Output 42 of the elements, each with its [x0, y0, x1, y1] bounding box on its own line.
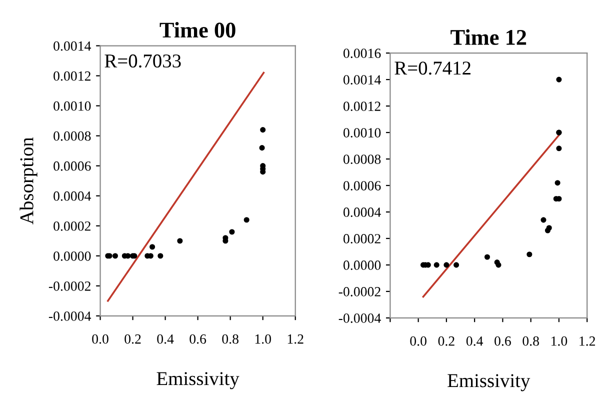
y-tick-label: 0.0006: [54, 161, 91, 171]
y-tick-label: 0.0000: [343, 260, 381, 270]
x-tick-label: 0.6: [494, 336, 511, 346]
y-tick-label: 0.0008: [343, 154, 381, 164]
x-tick-label: 0.2: [124, 334, 141, 344]
y-tick-label: 0.0000: [54, 251, 91, 261]
x-tick-label: 1.0: [255, 334, 271, 344]
x-tick-label: 0.4: [157, 334, 174, 344]
annotation: R=0.7033: [104, 54, 181, 68]
y-tick-label: 0.0016: [343, 48, 381, 58]
x-tick-label: 0.0: [92, 334, 108, 344]
y-tick-label: -0.0002: [338, 287, 380, 296]
y-tick-label: -0.0004: [48, 311, 92, 321]
y-tick-label: 0.0002: [54, 221, 90, 231]
y-tick-label: 0.0014: [343, 75, 381, 85]
y-tick-label: 0.0004: [343, 208, 381, 217]
x-tick-label: 0.8: [522, 336, 539, 346]
y-tick-label: 0.0004: [54, 191, 92, 201]
x-tick-label: 1.2: [580, 336, 596, 346]
y-tick-label: 0.0012: [54, 71, 90, 81]
x-tick-label: 1.2: [288, 334, 304, 344]
x-tick-label: 0.0: [410, 336, 426, 346]
annotation: R=0.7412: [394, 62, 470, 75]
x-tick-label: 0.2: [438, 336, 454, 346]
y-tick-label: 0.0010: [54, 101, 91, 111]
x-tick-label: 1.0: [552, 336, 568, 346]
y-tick-label: -0.0002: [48, 281, 90, 291]
x-tick-label: 0.4: [466, 336, 484, 346]
y-tick-label: -0.0004: [338, 314, 381, 323]
y-tick-label: 0.0006: [343, 181, 381, 191]
x-tick-label: 0.6: [190, 334, 206, 344]
x-axis-title: Emissivity: [448, 374, 530, 392]
x-axis-title: Emissivity: [156, 372, 240, 390]
y-tick-label: 0.0014: [54, 41, 92, 51]
y-tick-label: 0.0012: [343, 102, 380, 112]
chart-title: Time 12: [450, 29, 526, 45]
x-tick-label: 0.8: [222, 334, 238, 344]
y-tick-label: 0.0008: [54, 131, 91, 141]
chart-title: Time 00: [160, 22, 236, 38]
y-tick-label: 0.0002: [343, 234, 380, 244]
y-axis-title: Absorption: [20, 137, 38, 224]
y-tick-label: 0.0010: [343, 128, 381, 138]
